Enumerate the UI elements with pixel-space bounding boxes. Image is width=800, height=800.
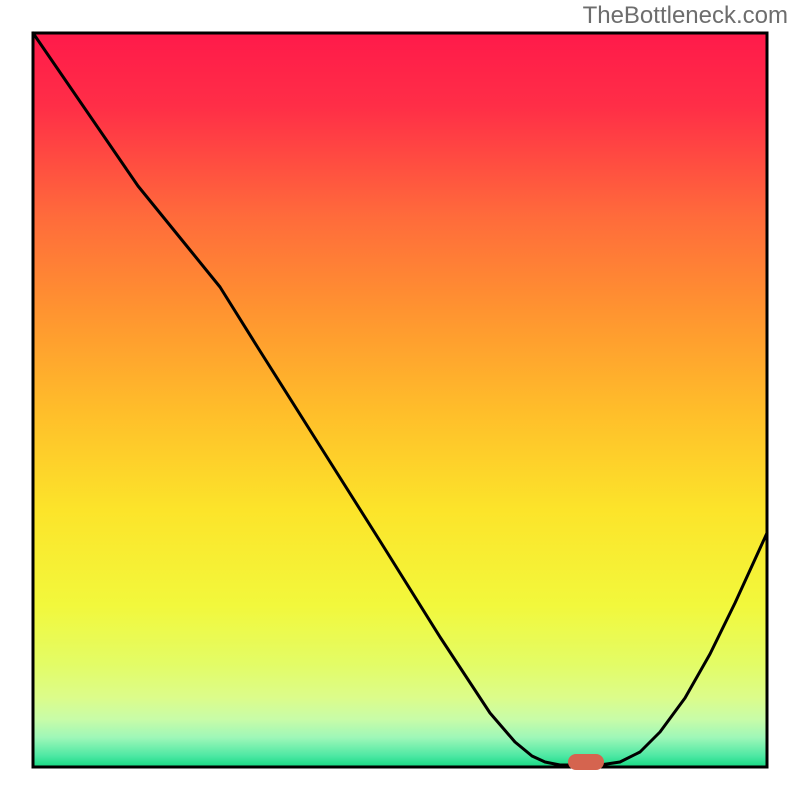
attribution-label: TheBottleneck.com	[583, 2, 788, 30]
optimum-marker	[568, 754, 604, 770]
chart-frame: TheBottleneck.com	[0, 0, 800, 800]
plot-area-rect	[33, 33, 767, 767]
bottleneck-chart	[0, 0, 800, 800]
